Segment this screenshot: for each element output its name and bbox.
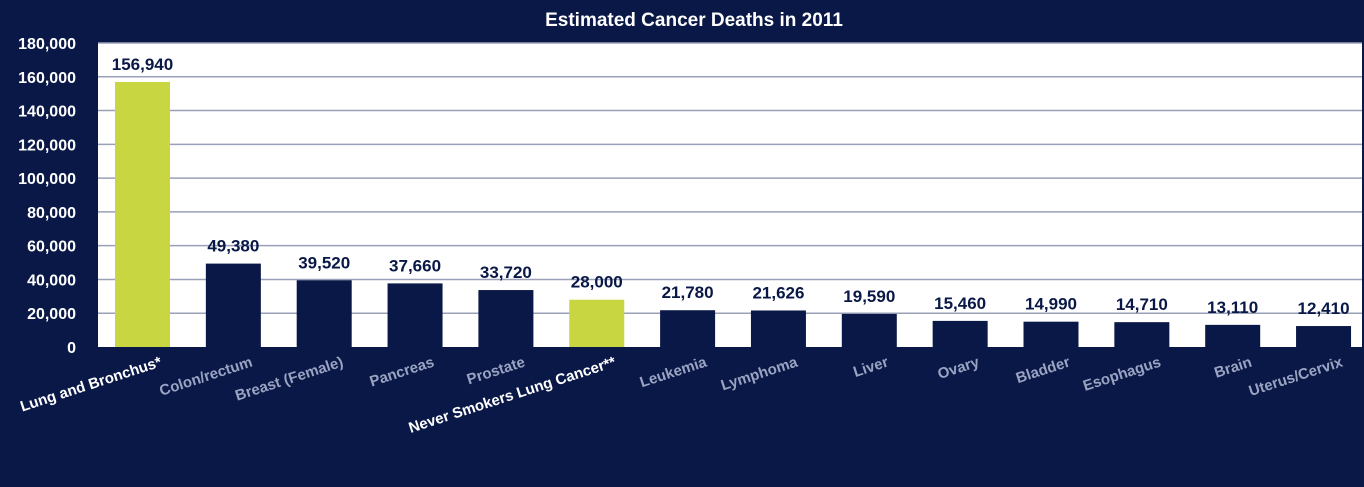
y-tick-label: 20,000: [27, 306, 76, 323]
x-tick-label: Ovary: [936, 353, 982, 383]
x-tick-label: Lymphoma: [719, 353, 800, 394]
bar-value-label: 14,990: [1025, 295, 1077, 314]
bar-value-label: 156,940: [112, 55, 173, 74]
x-tick-label: Leukemia: [638, 353, 710, 391]
bar-value-label: 28,000: [571, 273, 623, 292]
bar: [750, 310, 806, 347]
bar: [115, 81, 170, 348]
bar: [205, 263, 261, 347]
bar-value-label: 21,626: [752, 283, 804, 302]
bar: [660, 310, 716, 347]
bar: [569, 299, 625, 347]
x-tick-label: Esophagus: [1081, 354, 1163, 395]
x-tick-label: Bladder: [1014, 354, 1073, 387]
y-tick-label: 140,000: [18, 104, 76, 121]
y-tick-label: 60,000: [27, 239, 76, 256]
bar: [478, 290, 534, 347]
y-axis-ticks: 0 20,000 40,000 60,000 80,000 100,000 120,000 1…: [18, 36, 76, 357]
x-tick-label: Uterus/Cervix: [1247, 353, 1346, 400]
bar-value-label: 37,660: [389, 256, 441, 275]
gridlines: [98, 42, 1362, 314]
bar-value-label: 21,780: [662, 283, 714, 302]
value-labels: 156,940 49,380 39,520 37,660 33,720 28,000 21,…: [112, 55, 1350, 318]
bar-value-label: 13,110: [1207, 298, 1258, 317]
bar-value-label: 49,380: [207, 237, 259, 256]
x-tick-label: Liver: [851, 354, 891, 381]
bar: [296, 280, 352, 347]
y-tick-label: 120,000: [18, 137, 76, 154]
chart-title: Estimated Cancer Deaths in 2011: [545, 10, 843, 31]
bar-value-label: 39,520: [298, 253, 350, 272]
x-tick-label: Lung and Bronchus*: [18, 354, 164, 416]
bar: [1023, 321, 1079, 347]
bar: [841, 313, 897, 347]
bar-value-label: 19,590: [843, 287, 895, 306]
plot-area: [98, 43, 1362, 347]
bar-value-label: 14,710: [1116, 295, 1168, 314]
y-tick-label: 80,000: [27, 205, 76, 222]
y-tick-label: 100,000: [18, 171, 76, 188]
y-tick-label: 40,000: [27, 272, 76, 289]
y-tick-label: 180,000: [18, 36, 76, 53]
y-tick-label: 0: [67, 340, 76, 357]
bar: [1114, 322, 1170, 347]
bar: [932, 320, 988, 347]
y-tick-label: 160,000: [18, 70, 76, 87]
bar-value-label: 15,460: [934, 294, 986, 313]
bar: [1296, 326, 1352, 347]
bar-value-label: 33,720: [480, 263, 532, 282]
bars: [115, 81, 1352, 348]
x-tick-label: Prostate: [465, 354, 527, 389]
x-tick-label: Pancreas: [368, 354, 437, 391]
x-tick-label: Brain: [1212, 354, 1254, 382]
bar: [1205, 324, 1261, 347]
bar: [387, 283, 443, 347]
bar-value-label: 12,410: [1298, 299, 1350, 318]
